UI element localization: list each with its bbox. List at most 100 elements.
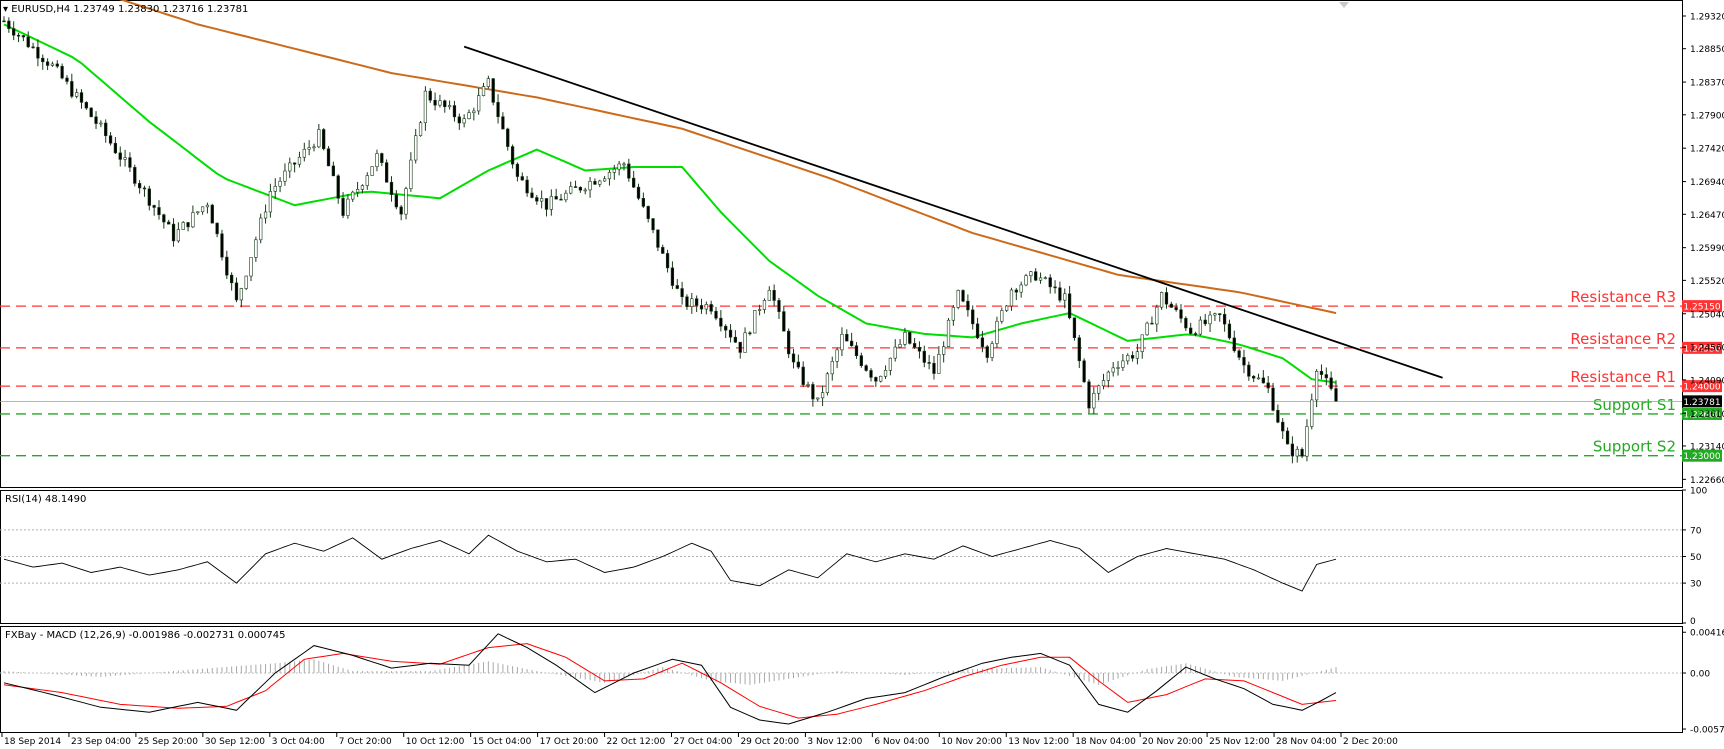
- candle-body: [60, 65, 64, 79]
- candle-body: [583, 189, 587, 192]
- trendline-layer: [463, 45, 1443, 379]
- candle-body: [777, 300, 781, 312]
- candle-body: [617, 163, 621, 170]
- candle-body: [70, 81, 74, 97]
- candle-body: [787, 330, 791, 355]
- candle-body: [845, 333, 849, 342]
- time-tick-label: 22 Oct 12:00: [607, 737, 666, 747]
- candle-body: [380, 153, 384, 163]
- candle-body: [956, 290, 960, 308]
- candle-body: [254, 239, 258, 258]
- candle-body: [94, 116, 98, 124]
- candle-body: [447, 105, 452, 108]
- candle-body: [108, 135, 113, 144]
- candle-body: [912, 343, 917, 348]
- candle-body: [622, 163, 626, 166]
- candle-body: [515, 163, 520, 177]
- candle-body: [1111, 367, 1115, 373]
- candle-body: [1213, 313, 1217, 316]
- price-tick-label: 1.25990: [1690, 244, 1724, 254]
- candle-body: [1203, 319, 1207, 325]
- candle-body: [612, 168, 616, 173]
- candle-body: [816, 397, 820, 400]
- candle-body: [540, 198, 544, 202]
- candle-body: [636, 186, 641, 199]
- candle-body: [1305, 426, 1309, 457]
- candle-body: [859, 355, 863, 366]
- candle-body: [133, 167, 137, 184]
- candle-body: [709, 304, 713, 312]
- candle-body: [1009, 289, 1014, 307]
- candle-body: [535, 197, 539, 202]
- level-price-value: 1.25150: [1683, 303, 1720, 313]
- time-tick-label: 6 Nov 04:00: [874, 737, 929, 747]
- price-tick-label: 1.24090: [1690, 376, 1724, 386]
- candle-body: [762, 300, 767, 310]
- candle-body: [215, 222, 219, 235]
- candle-body: [520, 176, 524, 181]
- candle-body: [598, 180, 602, 185]
- candle-body: [21, 35, 26, 38]
- candle-body: [946, 319, 951, 347]
- candle-body: [118, 152, 122, 160]
- price-tick-label: 1.28370: [1690, 79, 1724, 89]
- candle-body: [239, 288, 243, 301]
- level-label: Resistance R3: [1570, 288, 1676, 306]
- candle-body: [1285, 430, 1290, 445]
- macd-signal-line: [3, 643, 1337, 719]
- candle-body: [41, 57, 45, 63]
- candle-body: [50, 63, 55, 66]
- candle-body: [651, 218, 655, 231]
- moving-averages: [3, 0, 1337, 384]
- candle-body: [1247, 364, 1251, 377]
- price-tick-label: 1.26940: [1690, 178, 1724, 188]
- candle-body: [757, 309, 762, 311]
- candle-body: [472, 110, 476, 114]
- candle-body: [210, 204, 214, 224]
- candle-body: [341, 197, 345, 216]
- moving-average-line: [3, 23, 1337, 384]
- candle-body: [370, 166, 374, 176]
- macd-pane: [3, 633, 1337, 725]
- candle-body: [544, 198, 549, 210]
- candle-body: [433, 99, 437, 106]
- time-tick-label: 25 Sep 20:00: [138, 737, 198, 747]
- candle-body: [1097, 385, 1101, 394]
- candle-body: [1121, 360, 1125, 368]
- candle-body: [385, 162, 389, 183]
- pane-gridlines: [0, 529, 1682, 674]
- candle-body: [1281, 421, 1285, 432]
- price-tick-label: 1.25040: [1690, 310, 1724, 320]
- candle-body: [317, 129, 321, 148]
- candle-body: [1295, 449, 1299, 457]
- candle-body: [748, 332, 752, 335]
- candle-body: [937, 354, 941, 374]
- candle-body: [428, 90, 432, 101]
- macd-tick-label: -0.005716: [1690, 726, 1724, 736]
- candle-body: [7, 20, 11, 29]
- candle-body: [302, 148, 306, 158]
- current-price-tag: [1682, 395, 1722, 408]
- candle-body: [2, 20, 6, 23]
- candle-body: [249, 257, 253, 277]
- candle-body: [365, 175, 369, 186]
- candle-body: [927, 362, 931, 364]
- candle-body: [1222, 314, 1227, 325]
- candle-body: [728, 329, 733, 338]
- candle-body: [1058, 287, 1062, 301]
- candle-body: [462, 118, 466, 124]
- candle-body: [627, 163, 631, 179]
- candle-body: [312, 146, 316, 149]
- candle-body: [196, 211, 200, 214]
- candle-body: [307, 147, 311, 150]
- time-tick-label: 18 Nov 04:00: [1075, 737, 1136, 747]
- time-tick-label: 3 Nov 12:00: [807, 737, 862, 747]
- rsi-pane: [3, 534, 1337, 592]
- candle-body: [820, 392, 825, 399]
- candle-body: [680, 288, 684, 298]
- candle-body: [699, 305, 704, 310]
- candle-body: [1261, 377, 1265, 384]
- candle-body: [205, 204, 210, 208]
- candle-body: [423, 90, 428, 124]
